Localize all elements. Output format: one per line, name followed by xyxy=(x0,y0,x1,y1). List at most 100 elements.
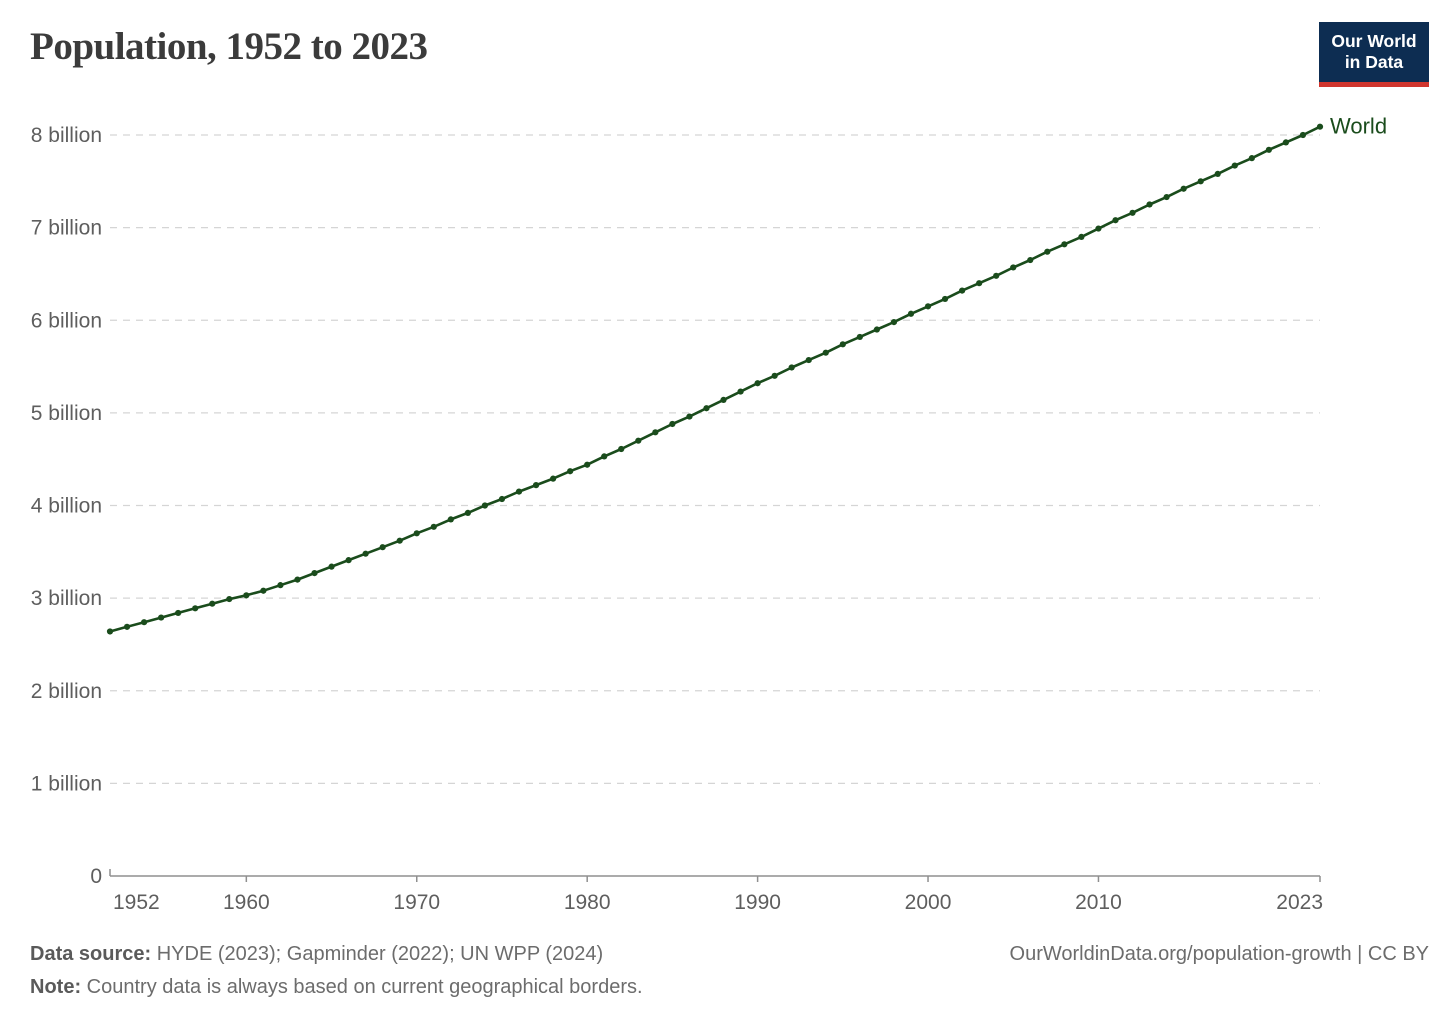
x-axis-tick-label: 1970 xyxy=(393,891,440,914)
data-point[interactable] xyxy=(686,413,693,420)
owid-citation-link[interactable]: OurWorldinData.org/population-growth | C… xyxy=(1009,943,1429,965)
y-axis-tick-label: 4 billion xyxy=(31,495,102,518)
owid-logo-line2: in Data xyxy=(1344,52,1404,73)
data-point[interactable] xyxy=(1061,241,1068,248)
x-axis-tick-label: 2010 xyxy=(1075,891,1122,914)
data-point[interactable] xyxy=(192,605,199,612)
data-point[interactable] xyxy=(771,372,778,379)
data-point[interactable] xyxy=(976,280,983,287)
data-point[interactable] xyxy=(788,364,795,371)
data-point[interactable] xyxy=(618,445,625,453)
data-point[interactable] xyxy=(140,619,148,626)
y-axis-tick-label: 7 billion xyxy=(31,217,102,240)
data-point[interactable] xyxy=(737,388,744,395)
data-point[interactable] xyxy=(873,326,881,333)
data-point[interactable] xyxy=(498,495,506,503)
data-point[interactable] xyxy=(396,537,403,544)
data-point[interactable] xyxy=(822,349,829,356)
data-point[interactable] xyxy=(584,461,591,468)
data-point[interactable] xyxy=(1214,170,1221,178)
data-point[interactable] xyxy=(1078,233,1085,240)
y-axis-tick-label: 3 billion xyxy=(31,587,102,610)
y-axis-tick-label: 8 billion xyxy=(31,124,102,147)
data-point[interactable] xyxy=(158,614,165,621)
data-point[interactable] xyxy=(1265,146,1272,153)
data-point[interactable] xyxy=(260,587,267,594)
data-source-text: HYDE (2023); Gapminder (2022); UN WPP (2… xyxy=(156,943,604,965)
x-axis-tick-label: 2023 xyxy=(1276,891,1323,914)
data-point[interactable] xyxy=(703,405,710,412)
page-title: Population, 1952 to 2023 xyxy=(30,25,428,68)
data-point[interactable] xyxy=(924,303,932,310)
note-text: Country data is always based on current … xyxy=(86,976,643,998)
note-label: Note: xyxy=(30,976,82,998)
data-point[interactable] xyxy=(175,609,182,617)
owid-logo-line1: Our World xyxy=(1331,31,1417,51)
data-point[interactable] xyxy=(1248,155,1255,162)
data-point[interactable] xyxy=(413,530,420,537)
data-point[interactable] xyxy=(1282,139,1290,146)
data-point[interactable] xyxy=(959,287,966,294)
x-axis-tick-label: 1952 xyxy=(113,891,160,914)
data-point[interactable] xyxy=(311,570,318,577)
data-point[interactable] xyxy=(1316,123,1324,130)
x-axis-tick-label: 1960 xyxy=(223,891,270,914)
data-point[interactable] xyxy=(601,453,608,460)
data-point[interactable] xyxy=(430,523,437,530)
data-point[interactable] xyxy=(1095,225,1102,232)
data-point[interactable] xyxy=(805,356,812,364)
data-point[interactable] xyxy=(362,550,369,557)
data-point[interactable] xyxy=(1044,248,1051,255)
data-point[interactable] xyxy=(907,310,915,317)
series-label-world[interactable]: World xyxy=(1330,114,1387,139)
data-point[interactable] xyxy=(1129,209,1136,216)
data-point[interactable] xyxy=(1146,201,1153,208)
data-point[interactable] xyxy=(635,437,642,444)
data-point[interactable] xyxy=(720,396,727,404)
data-point[interactable] xyxy=(941,295,949,303)
data-point[interactable] xyxy=(549,475,557,482)
data-point[interactable] xyxy=(1197,178,1204,185)
series-line-world[interactable] xyxy=(108,125,1322,633)
data-point[interactable] xyxy=(1299,131,1307,139)
x-axis-tick-label: 1980 xyxy=(564,891,611,914)
data-point[interactable] xyxy=(379,544,386,551)
data-point[interactable] xyxy=(1231,162,1238,169)
data-point[interactable] xyxy=(328,563,335,570)
y-axis-tick-label: 1 billion xyxy=(31,772,102,795)
data-point[interactable] xyxy=(481,502,489,509)
data-point[interactable] xyxy=(754,380,761,387)
data-point[interactable] xyxy=(106,628,114,635)
data-point[interactable] xyxy=(567,468,574,475)
data-point[interactable] xyxy=(1180,185,1187,192)
data-point[interactable] xyxy=(856,333,863,341)
data-point[interactable] xyxy=(123,623,131,630)
data-point[interactable] xyxy=(669,420,676,428)
data-point[interactable] xyxy=(993,272,1000,279)
owid-logo[interactable]: Our World in Data xyxy=(1319,22,1429,87)
data-point[interactable] xyxy=(209,600,216,607)
data-point[interactable] xyxy=(652,429,659,436)
data-point[interactable] xyxy=(1163,193,1170,201)
y-axis-tick-label: 0 xyxy=(90,865,102,888)
data-point[interactable] xyxy=(1112,217,1119,224)
data-point[interactable] xyxy=(345,557,352,564)
y-axis-tick-label: 5 billion xyxy=(31,402,102,425)
data-point[interactable] xyxy=(447,516,454,523)
data-point[interactable] xyxy=(839,341,846,348)
data-point[interactable] xyxy=(294,576,301,583)
y-axis-tick-label: 6 billion xyxy=(31,309,102,332)
data-point[interactable] xyxy=(277,582,284,589)
data-source-label: Data source: xyxy=(30,943,152,965)
data-point[interactable] xyxy=(515,488,523,495)
x-axis-tick-label: 2000 xyxy=(905,891,952,914)
data-point[interactable] xyxy=(890,319,898,326)
data-point[interactable] xyxy=(243,592,250,599)
data-point[interactable] xyxy=(1027,256,1034,264)
data-point[interactable] xyxy=(464,509,471,517)
data-point[interactable] xyxy=(1010,264,1017,271)
data-point[interactable] xyxy=(226,595,233,603)
data-point[interactable] xyxy=(532,482,540,489)
